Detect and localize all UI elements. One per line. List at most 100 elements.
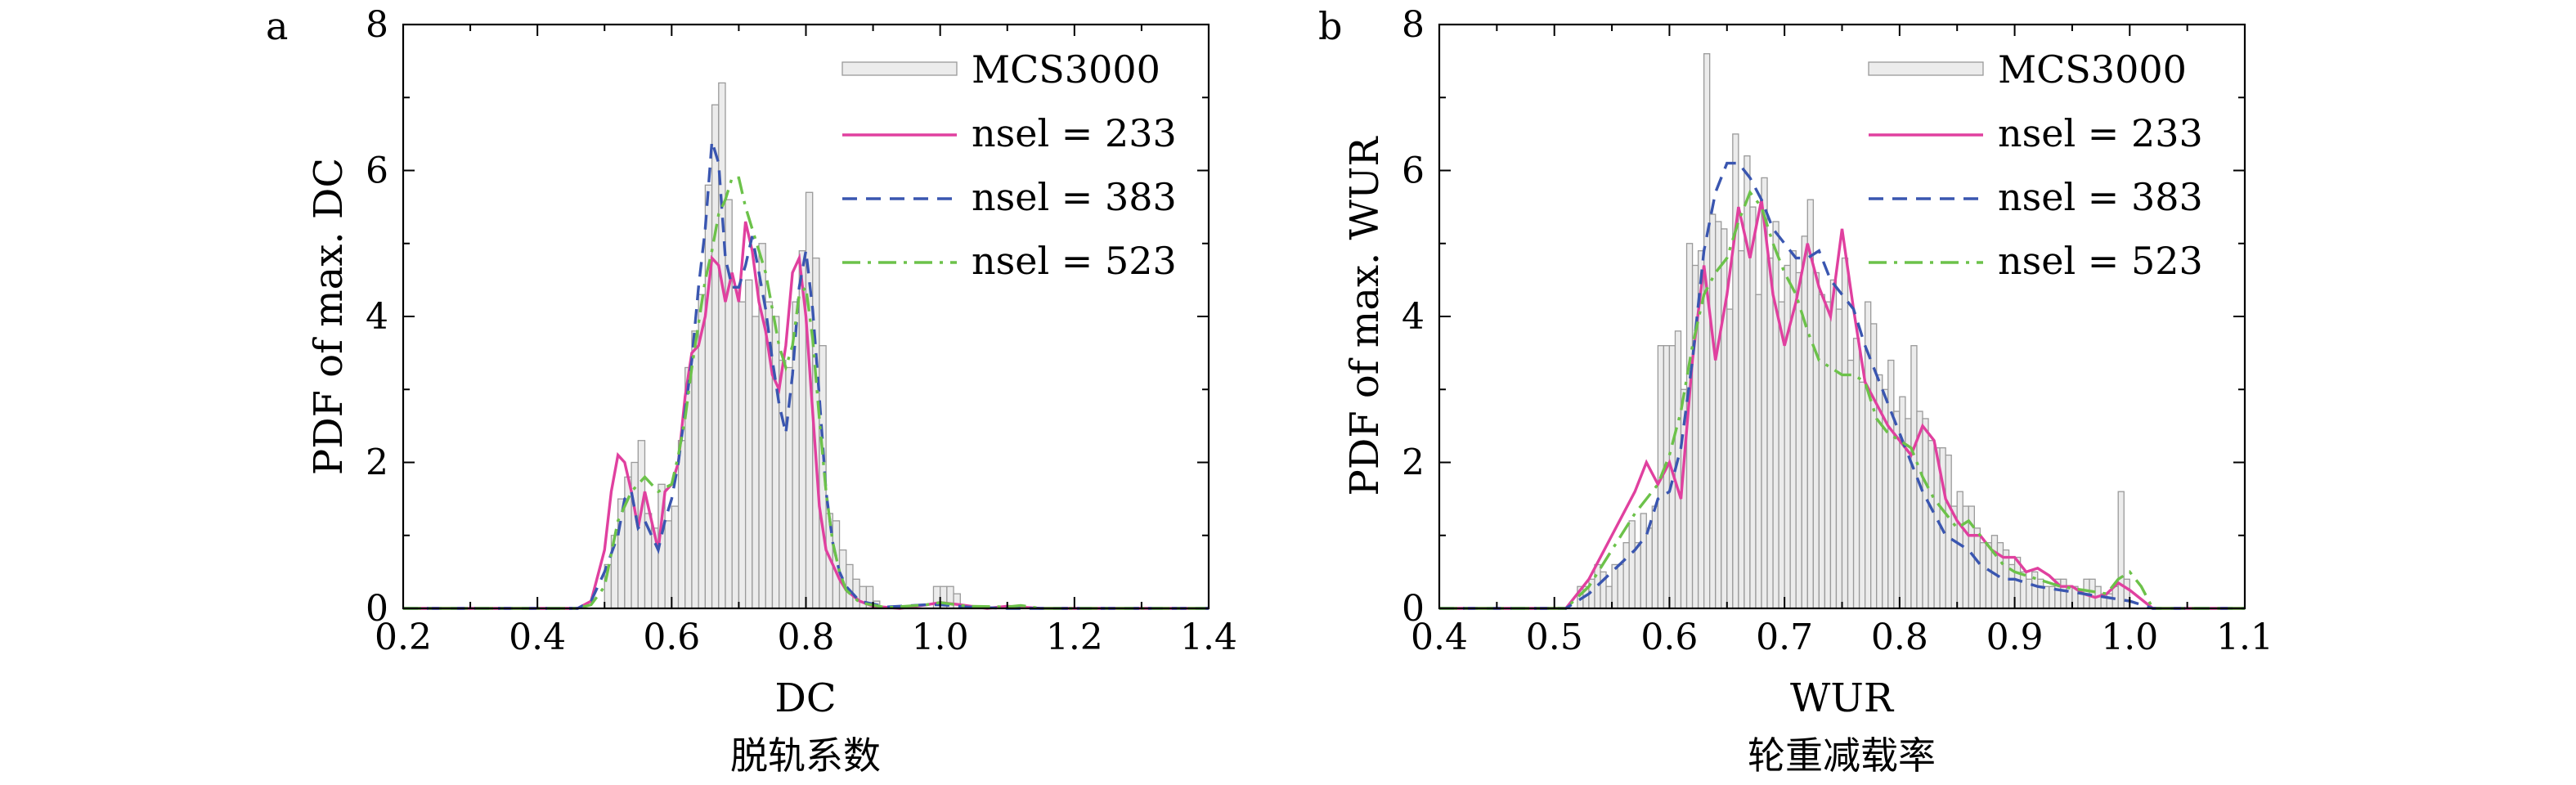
histogram-bar [1887, 359, 1895, 609]
x-tick-label: 0.8 [778, 617, 835, 658]
histogram-bar [1795, 271, 1802, 609]
histogram-bar [1738, 250, 1745, 609]
y-tick-label: 4 [1402, 296, 1425, 338]
histogram-bar [1870, 323, 1878, 609]
legend-swatch [1868, 61, 1984, 76]
histogram-bar [1617, 563, 1624, 609]
y-tick-label: 0 [1402, 588, 1425, 630]
x-tick-label: 1.0 [2101, 617, 2158, 658]
series-line [1439, 189, 2245, 610]
histogram-bar [1755, 294, 1762, 609]
x-axis-title: WUR [1790, 675, 1895, 721]
histogram-bar [744, 279, 753, 609]
histogram-bars [604, 82, 961, 609]
histogram-bar [1778, 301, 1785, 609]
legend: MCS3000 nsel = 233 nsel = 383 nsel = 523 [1868, 47, 2203, 283]
histogram-bar [1640, 513, 1647, 609]
legend-label: nsel = 233 [972, 111, 1177, 155]
histogram-bar [671, 505, 680, 609]
x-tick-label: 1.1 [2216, 617, 2273, 658]
histogram-bar [1824, 301, 1832, 609]
density-lines [1439, 161, 2245, 610]
histogram-bar [1858, 381, 1866, 609]
legend-label: nsel = 383 [1998, 175, 2203, 219]
panel-label: b [1318, 4, 1342, 48]
histogram-bar [771, 316, 780, 609]
histogram-bar [1628, 520, 1636, 609]
legend-label: MCS3000 [972, 47, 1160, 92]
histogram-bar [1973, 527, 1981, 609]
y-tick-label: 2 [366, 442, 388, 484]
series-line [403, 176, 1209, 610]
histogram-bar [1594, 563, 1601, 609]
y-tick-label: 6 [366, 150, 388, 192]
axis-ticks: 0.2 0.4 0.6 0.8 1.0 1.2 1.4 0 2 4 6 8 [366, 4, 1237, 658]
x-tick-label: 0.4 [1411, 617, 1468, 658]
x-tick-label: 0.7 [1756, 617, 1813, 658]
histogram-bar [1928, 440, 1935, 609]
histogram-bar [2025, 578, 2033, 609]
histogram-bar [859, 585, 868, 609]
series-line [403, 141, 1209, 610]
panel-label: a [266, 4, 288, 48]
legend-label: MCS3000 [1998, 47, 2187, 92]
y-tick-label: 8 [1402, 4, 1425, 46]
histogram-bar [664, 520, 672, 609]
x-tick-label: 0.4 [509, 617, 566, 658]
histogram-bar [1715, 221, 1722, 609]
x-tick-label: 0.9 [1986, 617, 2044, 658]
x-axis-subtitle: 脱轨系数 [730, 733, 881, 778]
histogram-bar [1663, 345, 1671, 609]
histogram-bar [2060, 578, 2067, 609]
histogram-bar [1622, 542, 1630, 609]
histogram-bar [718, 82, 726, 609]
x-tick-label: 0.2 [375, 617, 432, 658]
histogram-bar [691, 330, 699, 609]
histogram-bar [846, 563, 854, 609]
histogram-bar [725, 199, 733, 609]
histogram-bar [1922, 418, 1929, 609]
histogram-bar [1847, 359, 1855, 609]
y-axis-title: PDF of max. DC [306, 158, 352, 475]
histogram-bar [1945, 454, 1952, 609]
histogram-bar [617, 498, 626, 609]
legend-label: nsel = 383 [972, 175, 1177, 219]
histogram-bar [1611, 563, 1618, 609]
histogram-bar [2106, 593, 2113, 609]
legend: MCS3000 nsel = 233 nsel = 383 nsel = 523 [841, 47, 1177, 283]
x-tick-label: 0.5 [1526, 617, 1583, 658]
panel-a: a 0.2 0.4 0.6 0.8 1.0 1.2 1.4 0 2 4 6 8 DC 脱轨系数 PDF… [266, 4, 1237, 778]
x-tick-label: 0.8 [1871, 617, 1928, 658]
histogram-bar [2066, 585, 2073, 609]
histogram-bar [1841, 257, 1849, 609]
histogram-bar [1910, 345, 1918, 609]
histogram-bar [1979, 542, 1987, 609]
axis-ticks: 0.4 0.5 0.6 0.7 0.8 0.9 1.0 1.1 0 2 4 6 8 [1402, 4, 2273, 658]
histogram-bar [738, 301, 747, 609]
histogram-bar [1605, 585, 1613, 609]
y-axis-title: PDF of max. WUR [1342, 136, 1388, 496]
x-axis-title: DC [774, 675, 836, 721]
density-lines [403, 141, 1209, 610]
histogram-bar [1744, 155, 1751, 609]
histogram-bar [731, 286, 740, 609]
histogram-bar [631, 461, 639, 609]
histogram-bar [704, 184, 713, 609]
y-tick-label: 0 [366, 588, 388, 630]
x-axis-subtitle: 轮重减载率 [1748, 733, 1936, 778]
histogram-bar [1732, 133, 1739, 609]
histogram-bar [1766, 257, 1774, 609]
histogram-bar [1726, 308, 1734, 609]
x-tick-label: 1.2 [1046, 617, 1103, 658]
x-tick-label: 1.4 [1180, 617, 1237, 658]
histogram-bars [1577, 53, 2130, 609]
histogram-bar [779, 359, 787, 609]
histogram-bar [1812, 271, 1820, 609]
histogram-bar [2117, 491, 2125, 609]
x-tick-label: 1.0 [912, 617, 969, 658]
histogram-bar [1801, 236, 1808, 609]
x-tick-label: 0.6 [643, 617, 700, 658]
y-tick-label: 4 [366, 296, 388, 338]
histogram-bar [1956, 491, 1963, 609]
legend-swatch [841, 61, 958, 76]
